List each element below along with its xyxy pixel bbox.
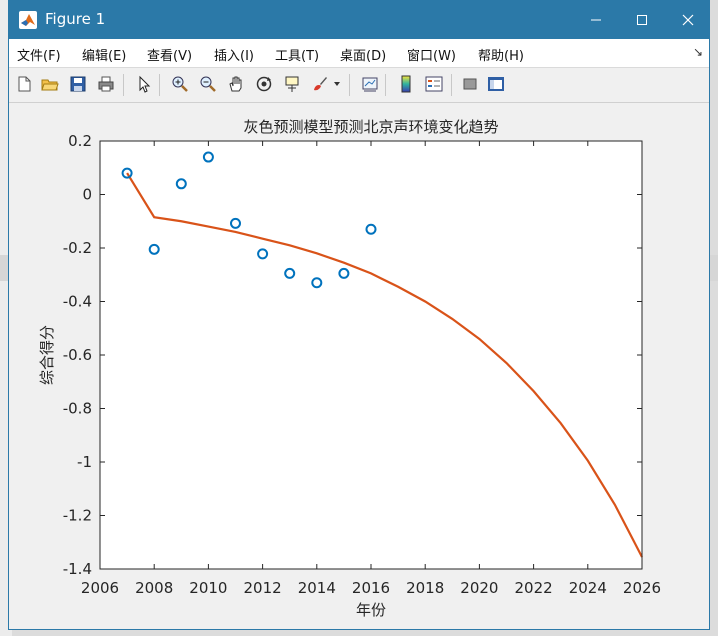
data-point-marker [148,243,160,255]
y-tick-label: 0 [82,186,92,204]
window-title: Figure 1 [45,10,106,28]
menu-window[interactable]: 窗口(W) [407,49,456,64]
brush-dropdown-icon[interactable] [331,73,343,95]
y-tick-label: -0.4 [63,293,92,311]
data-point-marker [202,151,214,163]
zoom-out-icon[interactable] [197,73,219,95]
toolbar-separator [159,74,160,96]
axes-box [99,140,643,570]
close-icon [682,14,694,26]
menu-help[interactable]: 帮助(H) [478,49,524,64]
x-tick-label: 2024 [569,579,607,597]
chevron-icon[interactable]: ↘ [692,45,703,59]
data-point-marker [338,267,350,279]
x-tick-label: 2018 [406,579,444,597]
data-point-marker [284,267,296,279]
x-tick-label: 2008 [135,579,173,597]
close-button[interactable] [665,1,711,39]
x-tick-label: 2014 [298,579,336,597]
save-icon[interactable] [67,73,89,95]
figure-toolbar [9,68,709,103]
minimize-button[interactable] [573,1,619,39]
y-tick-label: -0.2 [63,239,92,257]
x-tick-label: 2020 [460,579,498,597]
x-tick-label: 2006 [81,579,119,597]
toolbar-separator [451,74,452,96]
y-tick-label: -0.6 [63,346,92,364]
x-tick-label: 2026 [623,579,661,597]
colorbar-icon[interactable] [395,73,417,95]
data-point-marker [311,277,323,289]
legend-icon[interactable] [423,73,445,95]
y-tick-label: -0.8 [63,400,92,418]
data-point-marker [175,178,187,190]
pointer-icon[interactable] [133,73,155,95]
menu-file[interactable]: 文件(F) [17,49,61,64]
prediction-line [126,172,643,558]
menu-view[interactable]: 查看(V) [147,49,193,64]
x-tick-label: 2016 [352,579,390,597]
menu-insert[interactable]: 插入(I) [214,49,254,64]
matlab-logo-icon [19,11,37,29]
y-axis-label: 综合得分 [38,325,56,385]
pan-icon[interactable] [225,73,247,95]
x-tick-label: 2022 [515,579,553,597]
maximize-icon [637,15,647,25]
title-bar[interactable]: Figure 1 [9,1,709,39]
y-tick-label: -1.4 [63,560,92,578]
data-point-marker [365,223,377,235]
data-point-marker [121,167,133,179]
menu-tools[interactable]: 工具(T) [275,49,320,64]
x-axis-label: 年份 [356,601,386,619]
menu-edit[interactable]: 编辑(E) [82,49,127,64]
show-plot-tools-icon[interactable] [485,73,507,95]
zoom-in-icon[interactable] [169,73,191,95]
toolbar-separator [123,74,124,96]
new-figure-icon[interactable] [13,73,35,95]
toolbar-separator [385,74,386,96]
menu-desktop[interactable]: 桌面(D) [340,49,387,64]
rotate-icon[interactable] [253,73,275,95]
toolbar-separator [349,74,350,96]
y-tick-label: -1.2 [63,507,92,525]
y-tick-label: 0.2 [68,132,92,150]
chart-title: 灰色预测模型预测北京声环境变化趋势 [243,118,498,136]
data-point-marker [257,248,269,260]
x-tick-label: 2010 [189,579,227,597]
hide-plot-tools-icon[interactable] [459,73,481,95]
brush-icon[interactable] [309,73,331,95]
axes-background [100,141,642,569]
print-icon[interactable] [95,73,117,95]
open-icon[interactable] [39,73,61,95]
minimize-icon [591,19,601,21]
menu-bar: 文件(F) 编辑(E) 查看(V) 插入(I) 工具(T) 桌面(D) 窗口(W… [9,39,709,68]
data-cursor-icon[interactable] [281,73,303,95]
maximize-button[interactable] [619,1,665,39]
y-tick-label: -1 [77,453,92,471]
x-tick-label: 2012 [244,579,282,597]
link-plot-icon[interactable] [359,73,381,95]
data-point-marker [230,217,241,229]
